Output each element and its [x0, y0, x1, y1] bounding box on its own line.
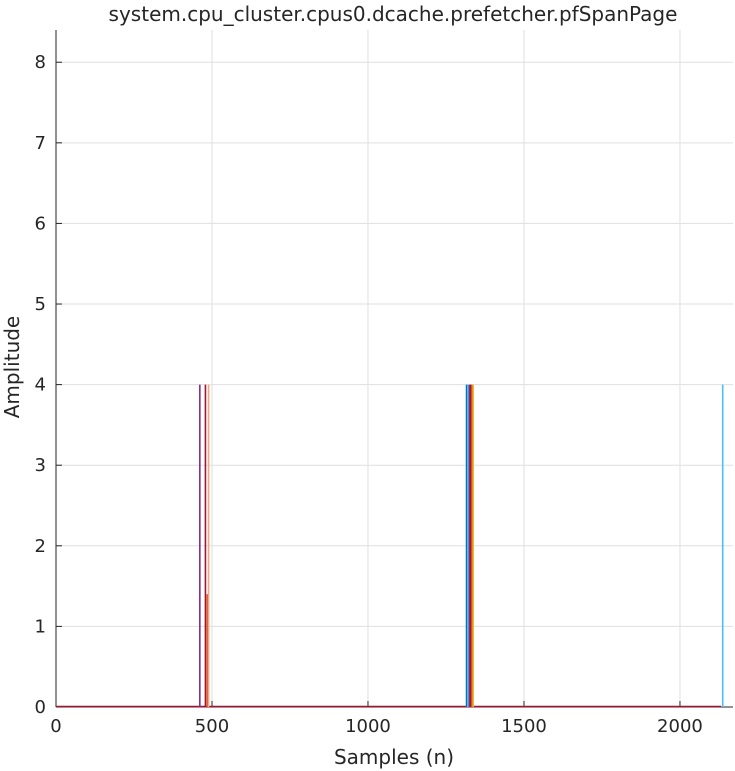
y-tick-label: 8	[35, 52, 46, 73]
x-tick-label: 500	[195, 716, 229, 737]
y-tick-label: 2	[35, 536, 46, 557]
y-tick-label: 7	[35, 133, 46, 154]
chart-title: system.cpu_cluster.cpus0.dcache.prefetch…	[109, 2, 678, 26]
y-axis-label: Amplitude	[0, 316, 24, 419]
x-tick-label: 0	[50, 716, 61, 737]
y-tick-label: 5	[35, 294, 46, 315]
x-tick-label: 1500	[501, 716, 547, 737]
series	[56, 384, 724, 708]
grid	[56, 30, 733, 707]
y-tick-label: 4	[35, 375, 46, 396]
tick-labels: 0 500 1000 1500 2000 0 1 2 3 4 5 6 7 8	[35, 52, 703, 737]
y-tick-label: 0	[35, 697, 46, 718]
x-tick-label: 1000	[345, 716, 391, 737]
y-tick-label: 1	[35, 616, 46, 637]
x-axis-label: Samples (n)	[334, 745, 454, 769]
y-tick-label: 6	[35, 213, 46, 234]
x-tick-label: 2000	[657, 716, 703, 737]
y-tick-label: 3	[35, 455, 46, 476]
axes	[55, 30, 733, 708]
